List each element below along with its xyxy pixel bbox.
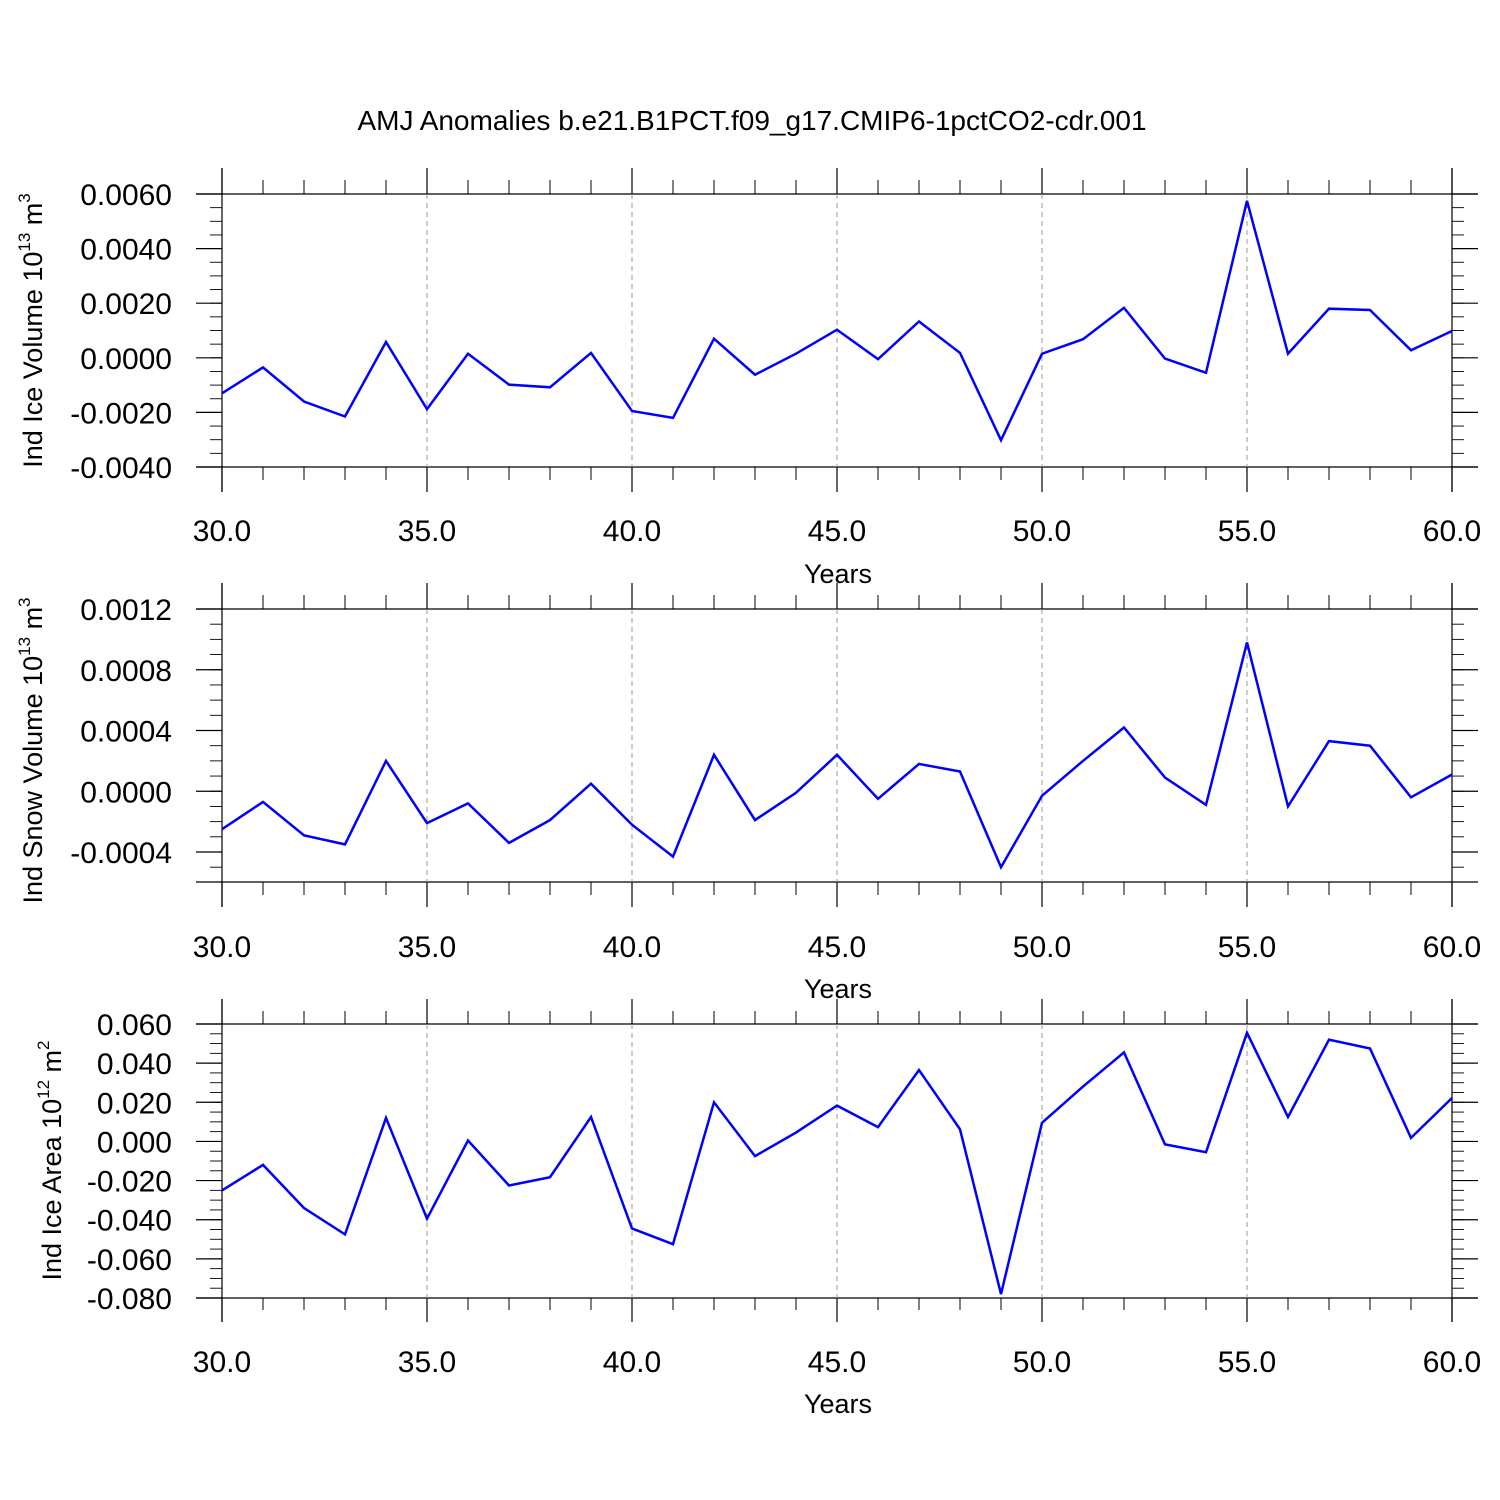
y-axis-title-exponent: 13 — [15, 233, 34, 252]
y-tick-label: 0.0040 — [80, 234, 172, 267]
y-tick-label: -0.020 — [87, 1166, 172, 1199]
chart-panel-2: 30.0 35.0 40.0 45.0 50.0 55.0 60.0 -0.0004 0.000… — [15, 583, 1481, 1004]
x-tick-label: 40.0 — [603, 931, 661, 964]
y-axis-title-unit-exponent: 2 — [34, 1040, 53, 1049]
x-axis-title: Years — [804, 559, 872, 589]
x-tick-label: 45.0 — [808, 931, 866, 964]
x-tick-label: 60.0 — [1423, 515, 1481, 548]
x-tick-label: 50.0 — [1013, 515, 1071, 548]
chart-panel-1: 30.0 35.0 40.0 45.0 50.0 55.0 60.0 -0.0040 -0.00… — [15, 168, 1481, 589]
y-tick-label: -0.040 — [87, 1205, 172, 1238]
y-tick-label: -0.0040 — [70, 452, 172, 485]
y-axis-title: Ind Snow Volume 1013 m3 — [15, 597, 48, 903]
x-axis-title: Years — [804, 974, 872, 1004]
y-axis-title-exponent: 13 — [15, 637, 34, 656]
x-tick-label: 55.0 — [1218, 1346, 1276, 1379]
y-tick-label: 0.0012 — [80, 594, 172, 627]
x-tick-label: 60.0 — [1423, 931, 1481, 964]
y-tick-label: 0.0060 — [80, 179, 172, 212]
x-tick-label: 60.0 — [1423, 1346, 1481, 1379]
x-tick-label: 30.0 — [193, 515, 251, 548]
y-tick-label: 0.0000 — [80, 343, 172, 376]
x-tick-label: 50.0 — [1013, 931, 1071, 964]
x-tick-label: 55.0 — [1218, 931, 1276, 964]
x-tick-label: 30.0 — [193, 931, 251, 964]
y-tick-label: -0.080 — [87, 1283, 172, 1316]
x-tick-label: 55.0 — [1218, 515, 1276, 548]
y-tick-label: 0.040 — [97, 1048, 172, 1081]
x-tick-label: 35.0 — [398, 931, 456, 964]
y-axis-title: Ind Ice Area 1012 m2 — [34, 1040, 67, 1280]
y-axis-title-unit: m — [37, 1050, 67, 1080]
x-tick-label: 30.0 — [193, 1346, 251, 1379]
x-tick-label: 40.0 — [603, 1346, 661, 1379]
y-axis-title-unit: m — [18, 607, 48, 637]
y-tick-label: 0.000 — [97, 1126, 172, 1159]
x-tick-label: 45.0 — [808, 515, 866, 548]
chart-title: AMJ Anomalies b.e21.B1PCT.f09_g17.CMIP6-… — [357, 105, 1146, 136]
y-tick-label: 0.0000 — [80, 776, 172, 809]
y-axis-title-unit: m — [18, 203, 48, 233]
y-axis-title-text: Ind Ice Area 10 — [37, 1099, 67, 1281]
y-axis-title-text: Ind Snow Volume 10 — [18, 656, 48, 904]
y-tick-label: 0.060 — [97, 1009, 172, 1042]
y-tick-label: -0.0020 — [70, 397, 172, 430]
y-tick-label: 0.020 — [97, 1087, 172, 1120]
y-tick-label: -0.0004 — [70, 837, 172, 870]
x-tick-label: 35.0 — [398, 515, 456, 548]
x-tick-label: 45.0 — [808, 1346, 866, 1379]
x-tick-label: 35.0 — [398, 1346, 456, 1379]
y-axis-title-unit-exponent: 3 — [15, 597, 34, 606]
y-axis-title-text: Ind Ice Volume 10 — [18, 252, 48, 468]
chart-panel-3: 30.0 35.0 40.0 45.0 50.0 55.0 60.0 -0.080 -0.060… — [34, 999, 1481, 1419]
y-tick-label: 0.0004 — [80, 716, 172, 749]
x-tick-label: 50.0 — [1013, 1346, 1071, 1379]
y-axis-title-exponent: 12 — [34, 1080, 53, 1099]
y-axis-title-unit-exponent: 3 — [15, 193, 34, 202]
x-tick-label: 40.0 — [603, 515, 661, 548]
y-tick-label: 0.0020 — [80, 288, 172, 321]
y-tick-label: 0.0008 — [80, 655, 172, 688]
y-tick-label: -0.060 — [87, 1244, 172, 1277]
x-axis-title: Years — [804, 1389, 872, 1419]
y-axis-title: Ind Ice Volume 1013 m3 — [15, 193, 48, 468]
